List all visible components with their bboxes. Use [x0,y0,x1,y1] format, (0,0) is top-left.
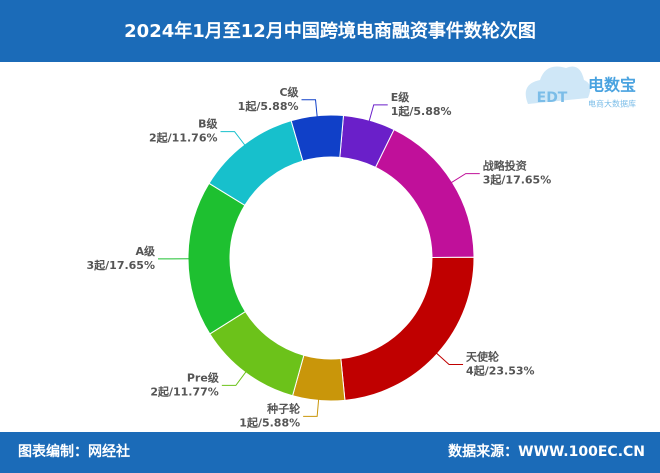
logo-name: 电数宝 [588,76,636,95]
value-label: 1起/5.88% [239,415,300,429]
value-label: 1起/5.88% [391,104,452,118]
leader-line [303,396,320,417]
logo-cloud [525,66,591,104]
value-label: 1起/5.88% [238,99,299,113]
segment-label: C级 [279,85,299,99]
logo-tagline: 电商大数据库 [588,99,636,109]
value-label: 3起/17.65% [483,173,551,187]
logo: EDT 电数宝 电商大数据库 [525,66,636,109]
value-label: 2起/11.77% [150,384,219,398]
leader-line [367,104,388,125]
leader-line [448,173,480,185]
leader-line [220,131,248,148]
segment-label: 战略投资 [483,159,527,173]
credit: 图表编制：网经社 [18,443,130,460]
value-label: 2起/11.76% [149,131,218,145]
logo-mark: EDT [537,90,568,106]
donut-segment [290,114,345,162]
leader-line [221,369,249,386]
segment-label: 天使轮 [466,350,499,364]
segment-label: 种子轮 [266,401,300,415]
leader-line [301,99,318,120]
leader-line [433,350,464,366]
footer-bar [0,432,660,473]
source: 数据来源：WWW.100EC.CN [448,443,645,460]
segment-label: E级 [391,90,411,104]
header-bar [0,0,660,62]
segment-label: B级 [198,117,218,131]
segment-label: A级 [135,244,156,258]
value-label: 3起/17.65% [87,258,156,272]
segment-label: Pre级 [187,370,220,384]
chart-title: 2024年1月至12月中国跨境电商融资事件数轮次图 [124,20,536,42]
plot: E级1起/5.88%战略投资3起/17.65%天使轮4起/23.53%种子轮1起… [87,85,552,430]
value-label: 4起/23.53% [466,364,535,378]
